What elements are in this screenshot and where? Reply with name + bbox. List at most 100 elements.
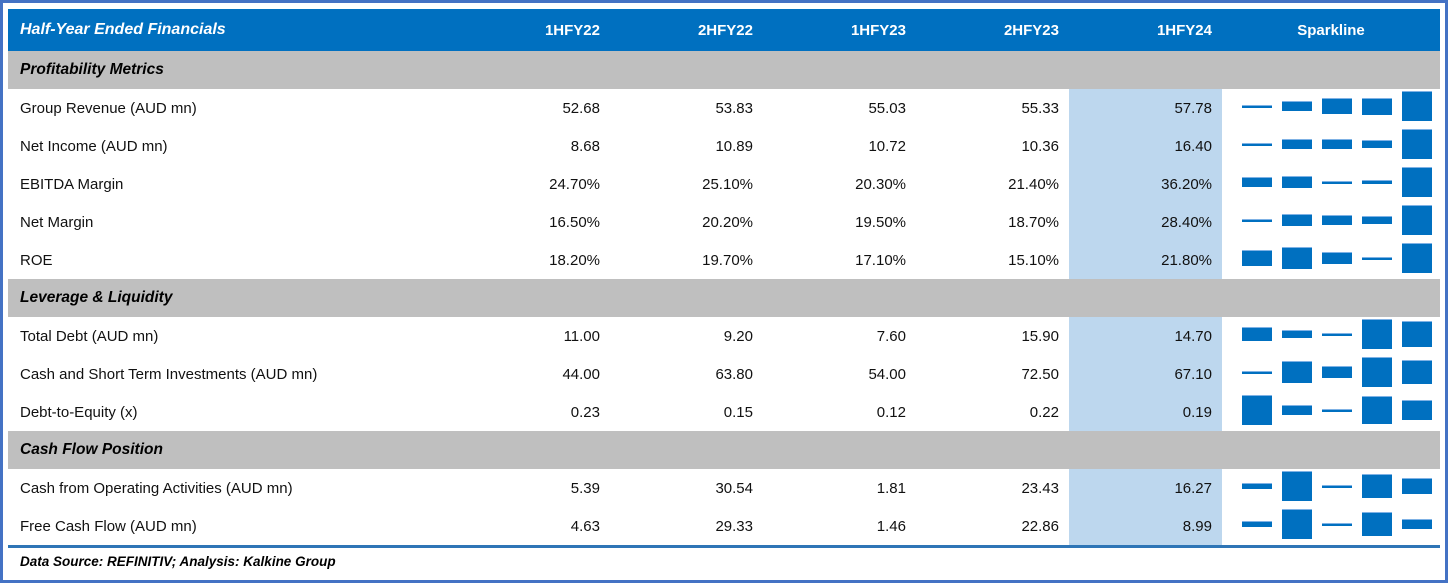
sparkline-bar — [1282, 509, 1312, 539]
sparkline-bar — [1362, 396, 1392, 424]
metric-label: ROE — [20, 251, 53, 269]
metric-value: 17.10% — [855, 251, 906, 269]
sparkline-bar — [1322, 180, 1352, 184]
sparkline-bar — [1362, 512, 1392, 536]
sparkline-bar — [1362, 474, 1392, 498]
metric-value: 0.12 — [876, 403, 906, 421]
sparkline-bar — [1402, 91, 1432, 121]
section-title: Leverage & Liquidity — [20, 289, 173, 306]
section-header-row: Cash Flow Position — [8, 431, 1440, 469]
metric-value: 19.50% — [855, 213, 906, 231]
metric-value: 20.30% — [855, 175, 906, 193]
table-row: Cash from Operating Activities (AUD mn) … — [8, 469, 1440, 507]
sparkline-bar — [1242, 176, 1272, 188]
column-header-2hfy23: 2HFY23 — [1003, 21, 1059, 39]
metric-value: 36.20% — [1069, 165, 1222, 203]
sparkline-bar — [1282, 138, 1312, 150]
metric-value: 4.63 — [570, 517, 600, 535]
sparkline-bar — [1242, 104, 1272, 108]
metric-value: 30.54 — [715, 479, 753, 497]
table-header-row: Half-Year Ended Financials 1HFY22 2HFY22… — [8, 9, 1440, 51]
sparkline-bar — [1362, 319, 1392, 349]
sparkline — [1222, 89, 1440, 127]
sparkline — [1222, 127, 1440, 165]
metric-value: 1.81 — [876, 479, 906, 497]
sparkline-bar — [1362, 179, 1392, 185]
metric-value: 21.80% — [1069, 241, 1222, 279]
column-header-1hfy22: 1HFY22 — [544, 21, 600, 39]
section-title: Cash Flow Position — [20, 441, 163, 458]
sparkline-bar — [1402, 477, 1432, 495]
metric-label: Net Margin — [20, 213, 94, 231]
metric-value: 67.10 — [1069, 355, 1222, 393]
table-body: Profitability Metrics Group Revenue (AUD… — [8, 51, 1440, 545]
metric-label: Free Cash Flow (AUD mn) — [20, 517, 197, 535]
metric-value: 18.20% — [549, 251, 600, 269]
sparkline-bar — [1322, 98, 1352, 114]
metric-value: 63.80 — [715, 365, 753, 383]
metric-value: 10.36 — [1021, 137, 1059, 155]
section-header-row: Profitability Metrics — [8, 51, 1440, 89]
sparkline — [1222, 203, 1440, 241]
sparkline-bar — [1282, 176, 1312, 188]
metric-value: 25.10% — [702, 175, 753, 193]
metric-value: 55.33 — [1021, 99, 1059, 117]
metric-value: 7.60 — [876, 327, 906, 345]
sparkline — [1222, 469, 1440, 507]
sparkline-bar — [1282, 361, 1312, 383]
metric-label: Debt-to-Equity (x) — [20, 403, 138, 421]
metric-value: 22.86 — [1021, 517, 1059, 535]
metric-value: 29.33 — [715, 517, 753, 535]
sparkline-bar — [1242, 250, 1272, 266]
sparkline-bar — [1362, 256, 1392, 260]
metric-value: 54.00 — [868, 365, 906, 383]
column-header-2hfy22: 2HFY22 — [697, 21, 753, 39]
metric-value: 53.83 — [715, 99, 753, 117]
metric-value: 0.15 — [723, 403, 753, 421]
metric-value: 21.40% — [1008, 175, 1059, 193]
sparkline-bar — [1402, 205, 1432, 235]
metric-value: 57.78 — [1069, 89, 1222, 127]
sparkline-bar — [1402, 518, 1432, 530]
sparkline-bar — [1362, 357, 1392, 387]
table-row: Debt-to-Equity (x) 0.23 0.15 0.12 0.22 0.19 — [8, 393, 1440, 431]
sparkline-bar — [1322, 484, 1352, 488]
sparkline-bar — [1242, 482, 1272, 490]
metric-value: 8.99 — [1069, 507, 1222, 545]
sparkline-bar — [1402, 359, 1432, 385]
metric-value: 11.00 — [563, 327, 600, 345]
table-row: Free Cash Flow (AUD mn) 4.63 29.33 1.46 22.… — [8, 507, 1440, 545]
sparkline-bar — [1322, 522, 1352, 526]
metric-value: 16.50% — [549, 213, 600, 231]
metric-value: 15.10% — [1008, 251, 1059, 269]
metric-value: 1.46 — [876, 517, 906, 535]
column-header-1hfy23: 1HFY23 — [850, 21, 906, 39]
metric-value: 14.70 — [1069, 317, 1222, 355]
sparkline-bar — [1402, 167, 1432, 197]
sparkline — [1222, 393, 1440, 431]
metric-value: 18.70% — [1008, 213, 1059, 231]
metric-value: 15.90 — [1021, 327, 1059, 345]
metric-value: 16.40 — [1069, 127, 1222, 165]
metric-value: 23.43 — [1021, 479, 1059, 497]
sparkline-bar — [1322, 252, 1352, 264]
sparkline-bar — [1322, 332, 1352, 336]
sparkline-bar — [1242, 520, 1272, 528]
metric-value: 72.50 — [1021, 365, 1059, 383]
metric-value: 0.19 — [1069, 393, 1222, 431]
metric-value: 19.70% — [702, 251, 753, 269]
metric-value: 0.23 — [570, 403, 600, 421]
sparkline-bar — [1402, 129, 1432, 159]
table-row: Total Debt (AUD mn) 11.00 9.20 7.60 15.90 14… — [8, 317, 1440, 355]
metric-value: 28.40% — [1069, 203, 1222, 241]
sparkline-bar — [1402, 320, 1432, 348]
sparkline-bar — [1282, 247, 1312, 269]
metric-label: Cash and Short Term Investments (AUD mn) — [20, 365, 318, 383]
sparkline-bar — [1322, 138, 1352, 150]
sparkline-bar — [1322, 408, 1352, 412]
metric-value: 5.39 — [570, 479, 600, 497]
table-row: Net Margin 16.50% 20.20% 19.50% 18.70% 28.40… — [8, 203, 1440, 241]
table-row: Cash and Short Term Investments (AUD mn)… — [8, 355, 1440, 393]
sparkline-bar — [1362, 97, 1392, 115]
table-title: Half-Year Ended Financials — [20, 21, 226, 38]
